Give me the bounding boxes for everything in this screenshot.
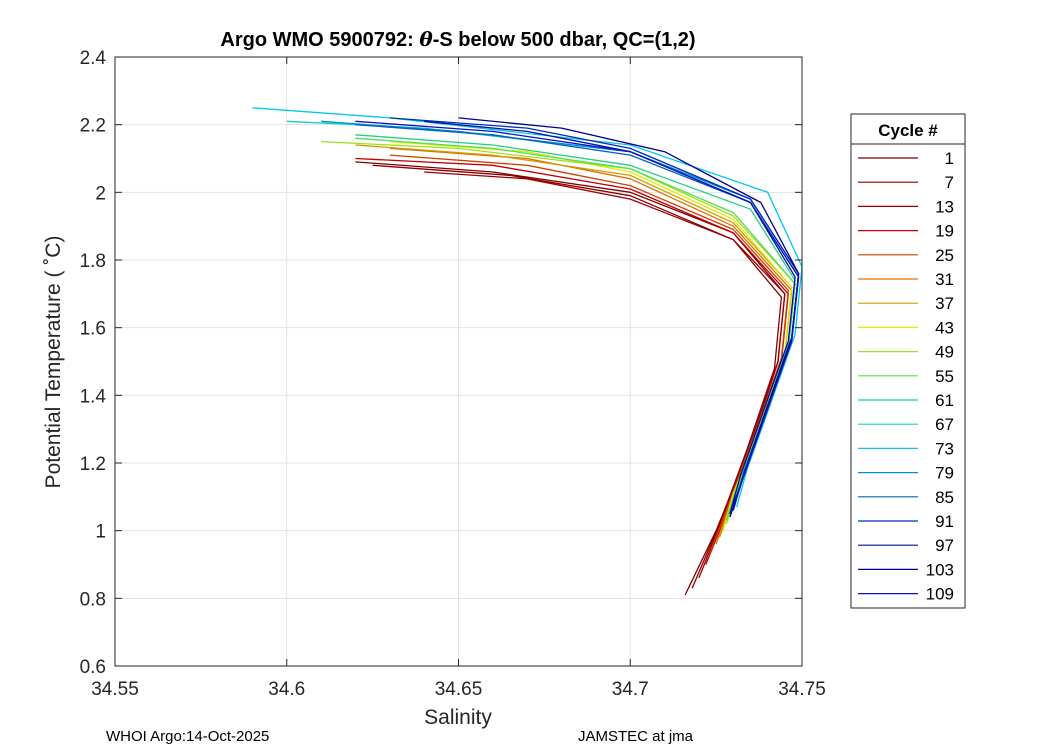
series-line-cycle-109 bbox=[355, 120, 800, 515]
y-tick-label: 1.4 bbox=[80, 386, 107, 407]
legend: Cycle # 1 7 13 19 25 31 37 43 49 55 61 67 73 79 85 91 97… bbox=[850, 113, 966, 609]
legend-label: 25 bbox=[935, 246, 954, 265]
x-tick-label: 34.7 bbox=[612, 679, 649, 700]
legend-label: 31 bbox=[935, 270, 954, 289]
y-tick-label: 0.8 bbox=[80, 589, 106, 610]
legend-item-cycle-97: 97 bbox=[858, 536, 954, 555]
x-tick-label: 34.65 bbox=[435, 679, 483, 700]
legend-item-cycle-25: 25 bbox=[858, 246, 954, 265]
title-theta: θ bbox=[419, 27, 433, 51]
x-axis-label: Salinity bbox=[424, 706, 492, 729]
legend-item-cycle-79: 79 bbox=[858, 464, 954, 483]
y-axis-label: Potential Temperature ( ˚C) bbox=[42, 236, 65, 489]
legend-item-cycle-55: 55 bbox=[858, 367, 954, 386]
legend-label: 67 bbox=[935, 415, 954, 434]
x-tick-label: 34.55 bbox=[91, 679, 139, 700]
chart-title: Argo WMO 5900792: θ-S below 500 dbar, QC… bbox=[220, 27, 695, 51]
legend-label: 79 bbox=[935, 464, 954, 483]
y-tick-label: 2.4 bbox=[80, 48, 107, 69]
legend-label: 73 bbox=[935, 439, 954, 458]
legend-label: 13 bbox=[935, 197, 954, 216]
legend-label: 49 bbox=[935, 343, 954, 362]
legend-item-cycle-43: 43 bbox=[858, 318, 954, 337]
x-tick-label: 34.75 bbox=[778, 679, 826, 700]
y-tick-label: 2 bbox=[95, 183, 106, 204]
legend-label: 7 bbox=[945, 173, 954, 192]
legend-label: 91 bbox=[935, 512, 954, 531]
y-tick-label: 1.2 bbox=[80, 454, 106, 475]
legend-label: 103 bbox=[926, 560, 954, 579]
series-line-cycle-13 bbox=[424, 171, 786, 579]
footer-left: WHOI Argo:14-Oct-2025 bbox=[106, 728, 269, 745]
data-series bbox=[252, 107, 803, 596]
x-tick-label: 34.6 bbox=[268, 679, 305, 700]
legend-label: 85 bbox=[935, 488, 954, 507]
axis-ticks: 34.55 34.6 34.65 34.7 34.75 0.6 0.8 1 1.2 1.4 1.6 1… bbox=[80, 48, 826, 700]
plot-area: 34.55 34.6 34.65 34.7 34.75 0.6 0.8 1 1.2 1.4 1.6 1… bbox=[80, 48, 826, 700]
legend-item-cycle-73: 73 bbox=[858, 439, 954, 458]
footer-right: JAMSTEC at jma bbox=[578, 728, 694, 745]
legend-item-cycle-7: 7 bbox=[858, 173, 954, 192]
legend-label: 97 bbox=[935, 536, 954, 555]
legend-item-cycle-109: 109 bbox=[858, 585, 954, 604]
y-tick-label: 2.2 bbox=[80, 116, 106, 137]
series-line-cycle-7 bbox=[372, 164, 783, 589]
y-tick-label: 0.6 bbox=[80, 657, 106, 678]
legend-item-cycle-31: 31 bbox=[858, 270, 954, 289]
legend-items: 1 7 13 19 25 31 37 43 49 55 61 67 73 79 85 91 97 103 109 bbox=[858, 149, 954, 604]
legend-label: 109 bbox=[926, 585, 954, 604]
legend-item-cycle-85: 85 bbox=[858, 488, 954, 507]
legend-item-cycle-61: 61 bbox=[858, 391, 954, 410]
legend-item-cycle-67: 67 bbox=[858, 415, 954, 434]
legend-item-cycle-13: 13 bbox=[858, 197, 954, 216]
legend-item-cycle-103: 103 bbox=[858, 560, 954, 579]
legend-label: 37 bbox=[935, 294, 954, 313]
legend-label: 55 bbox=[935, 367, 954, 386]
title-prefix: Argo WMO 5900792: bbox=[220, 29, 419, 51]
legend-item-cycle-19: 19 bbox=[858, 222, 954, 241]
legend-item-cycle-49: 49 bbox=[858, 343, 954, 362]
legend-item-cycle-37: 37 bbox=[858, 294, 954, 313]
legend-label: 1 bbox=[945, 149, 954, 168]
title-suffix: -S below 500 dbar, QC=(1,2) bbox=[433, 29, 696, 51]
legend-label: 19 bbox=[935, 222, 954, 241]
y-tick-label: 1 bbox=[95, 522, 106, 543]
legend-item-cycle-1: 1 bbox=[858, 149, 954, 168]
series-line-cycle-25 bbox=[389, 154, 789, 555]
legend-item-cycle-91: 91 bbox=[858, 512, 954, 531]
series-line-cycle-97 bbox=[424, 120, 796, 514]
y-tick-label: 1.6 bbox=[80, 319, 106, 340]
legend-title: Cycle # bbox=[878, 121, 938, 140]
legend-label: 43 bbox=[935, 318, 954, 337]
legend-box bbox=[850, 113, 966, 609]
y-tick-label: 1.8 bbox=[80, 251, 106, 272]
legend-label: 61 bbox=[935, 391, 954, 410]
